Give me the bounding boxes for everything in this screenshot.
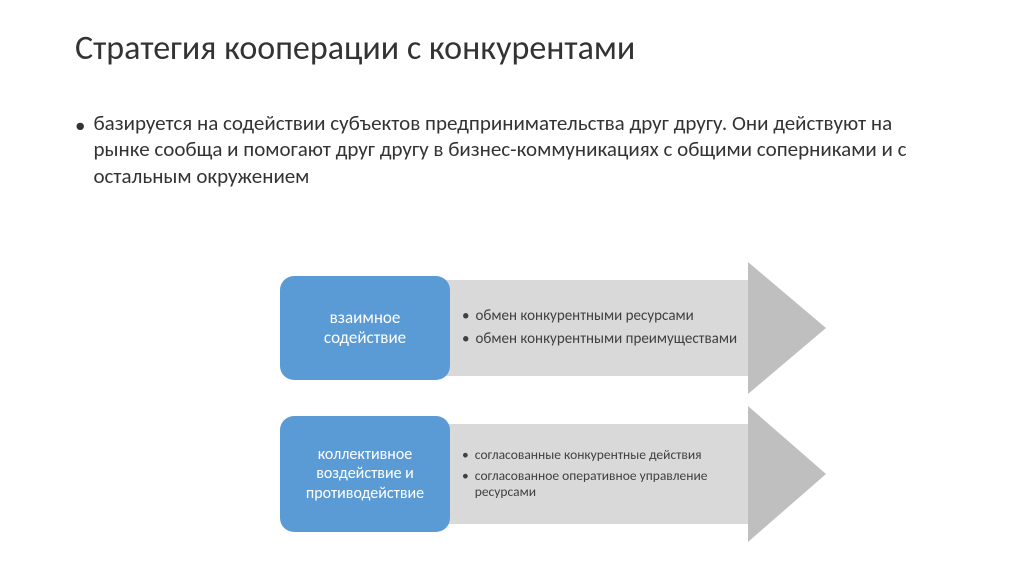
category-box: коллективное воздействие и противодейств… xyxy=(280,416,450,532)
arrow-item-text: согласованные конкурентные действия xyxy=(475,447,702,464)
body-paragraph: базируется на содействии субъектов предп… xyxy=(93,110,949,189)
slide-title: Стратегия кооперации с конкурентами xyxy=(75,28,635,69)
arrow-item-text: обмен конкурентными преимуществами xyxy=(475,330,737,349)
arrow-head-icon xyxy=(748,406,826,542)
arrow-item-text: согласованное оперативное управление рес… xyxy=(475,468,740,502)
bullet-icon: • xyxy=(462,447,469,464)
arrow-body: • обмен конкурентными ресурсами • обмен … xyxy=(420,280,750,376)
arrow-item-text: обмен конкурентными ресурсами xyxy=(475,307,693,326)
list-item: • согласованное оперативное управление р… xyxy=(462,468,740,502)
arrow-body: • согласованные конкурентные действия • … xyxy=(420,424,750,524)
list-item: • обмен конкурентными преимуществами xyxy=(462,330,740,349)
list-item: • согласованные конкурентные действия xyxy=(462,447,740,464)
diagram-row: • согласованные конкурентные действия • … xyxy=(280,410,900,538)
category-label: коллективное воздействие и противодейств… xyxy=(290,445,440,503)
diagram-row: • обмен конкурентными ресурсами • обмен … xyxy=(280,268,900,388)
bullet-icon: • xyxy=(462,307,469,326)
bullet-icon: • xyxy=(462,330,469,349)
diagram-container: • обмен конкурентными ресурсами • обмен … xyxy=(280,268,900,538)
category-box: взаимное содействие xyxy=(280,276,450,380)
bullet-icon: • xyxy=(75,112,85,189)
list-item: • обмен конкурентными ресурсами xyxy=(462,307,740,326)
body-text: • базируется на содействии субъектов пре… xyxy=(75,110,949,189)
category-label: взаимное содействие xyxy=(290,308,440,349)
bullet-icon: • xyxy=(462,468,469,502)
arrow-head-icon xyxy=(748,262,826,394)
